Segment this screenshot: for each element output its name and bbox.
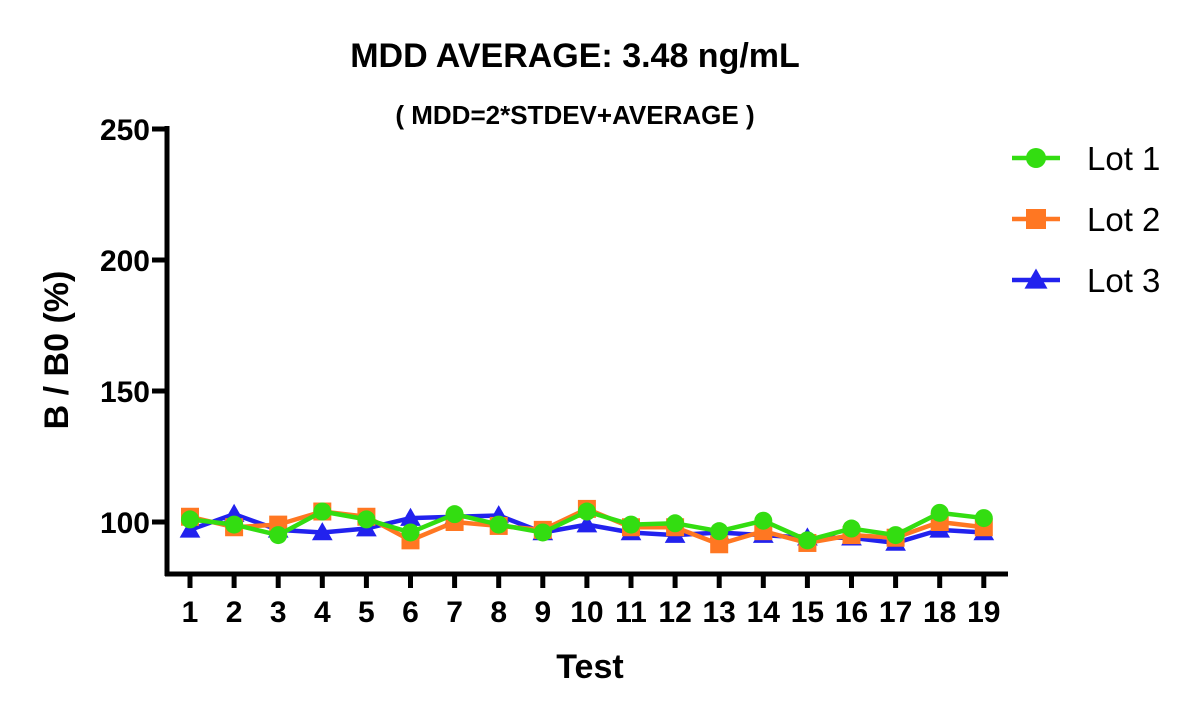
x-tick-label: 7: [446, 596, 463, 629]
legend-item-lot-3: Lot 3: [1012, 262, 1160, 299]
lot-3-point: [400, 507, 421, 526]
lot-2-point: [710, 535, 729, 554]
chart-subtitle: ( MDD=2*STDEV+AVERAGE ): [395, 100, 754, 130]
x-tick-label: 1: [182, 596, 199, 629]
legend-swatch-marker: [1026, 209, 1046, 229]
lot-1-point: [401, 523, 420, 542]
x-tick-label: 15: [791, 596, 824, 629]
x-tick-label: 16: [835, 596, 868, 629]
series-group: [179, 499, 995, 554]
lot-1-point: [577, 502, 596, 521]
legend: Lot 1 Lot 2 Lot 3: [1012, 140, 1160, 299]
x-tick-label: 3: [270, 596, 287, 629]
lot-1-point: [181, 510, 199, 529]
x-tick-label: 18: [923, 596, 956, 629]
x-tick-label: 17: [879, 596, 912, 629]
x-tick-label: 4: [314, 596, 331, 629]
lot-1-point: [666, 514, 685, 533]
y-tick-label: 250: [100, 114, 150, 147]
lot-1-point: [622, 515, 640, 534]
x-tick-label: 6: [402, 596, 419, 629]
lot-1-point: [489, 515, 508, 534]
y-axis-label: B / B0 (%): [38, 271, 76, 430]
lot-1-point: [710, 522, 729, 541]
x-tick-label: 19: [967, 596, 1000, 629]
x-tick-label: 2: [226, 596, 243, 629]
y-tick-label: 150: [100, 376, 150, 409]
lot-1-point: [754, 511, 773, 530]
legend-label: Lot 1: [1087, 140, 1160, 177]
x-ticks: 1 2 3 4 5 6 7 8 9 10 11 12 13 14 15 16 17 18 19: [182, 574, 1000, 629]
lot-1-point: [269, 526, 288, 545]
legend-swatch-marker: [1026, 148, 1046, 168]
lot-1-point: [930, 503, 949, 522]
x-tick-label: 8: [490, 596, 507, 629]
lot-3-point: [179, 519, 201, 538]
x-tick-label: 10: [570, 596, 603, 629]
x-tick-label: 11: [615, 596, 647, 629]
lot-1-point: [842, 519, 861, 538]
lot-1-point: [886, 526, 905, 545]
lot-1-point: [313, 502, 332, 521]
lot-1-point: [225, 515, 244, 534]
lot-1-point: [445, 505, 464, 524]
x-tick-label: 9: [534, 596, 551, 629]
y-tick-label: 200: [100, 245, 150, 278]
legend-label: Lot 2: [1087, 201, 1160, 238]
lot-3-point: [576, 514, 598, 533]
chart-title: MDD AVERAGE: 3.48 ng/mL: [350, 37, 800, 75]
y-ticks: 100 150 200 250: [100, 114, 167, 540]
legend-label: Lot 3: [1087, 262, 1160, 299]
lot-1-point: [357, 510, 376, 529]
y-tick-label: 100: [100, 507, 150, 540]
x-axis-label: Test: [556, 648, 623, 686]
legend-item-lot-2: Lot 2: [1012, 201, 1160, 238]
lot-1-point: [533, 523, 552, 542]
x-tick-label: 13: [703, 596, 736, 629]
legend-swatch-marker: [1024, 268, 1048, 289]
series-lot-1: [181, 502, 993, 550]
lot-1-point: [798, 531, 817, 550]
lot-3-point: [311, 522, 333, 541]
legend-item-lot-1: Lot 1: [1012, 140, 1160, 177]
x-tick-label: 5: [358, 596, 375, 629]
lot-1-point: [974, 509, 993, 528]
x-tick-label: 14: [747, 596, 781, 629]
x-tick-label: 12: [658, 596, 691, 629]
